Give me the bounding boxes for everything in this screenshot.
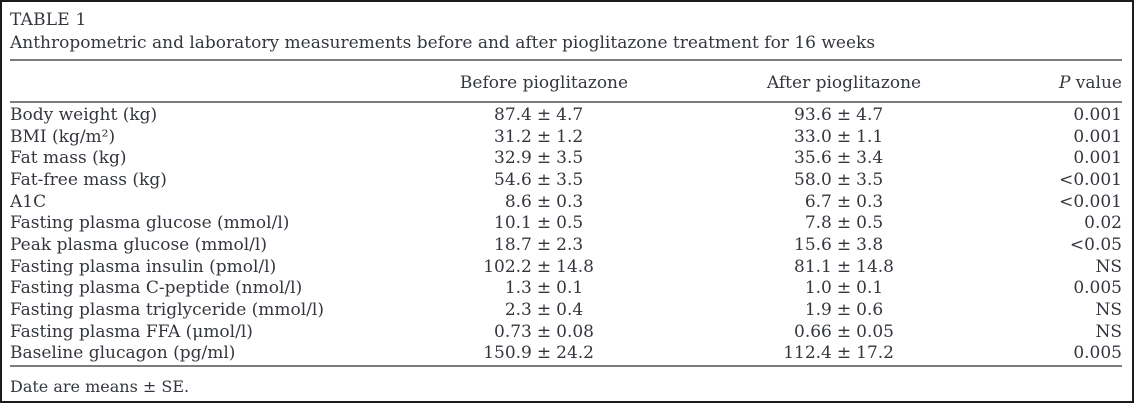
before-value: 0.73 ±0.08 [494,321,594,342]
column-header-parameter [10,61,394,103]
row-parameter: Fasting plasma triglyceride (mmol/l) [10,299,324,320]
before-value: 10.1 ±0.5 [494,213,584,234]
p-value-rest: value [1070,73,1122,93]
after-value: 1.0 ±0.1 [804,278,884,299]
after-value: 15.6 ±3.8 [794,234,884,255]
after-value: 0.66 ±0.05 [794,321,894,342]
p-value: <0.001 [1059,169,1122,190]
before-value: 54.6 ±3.5 [494,169,584,190]
after-value: 1.9 ±0.6 [804,299,884,320]
row-parameter: Fat mass (kg) [10,148,127,169]
before-value: 102.2 ±14.8 [483,256,594,277]
after-value: 93.6 ±4.7 [794,105,884,125]
p-value: <0.05 [1069,234,1122,255]
table-body: Body weight (kg) 87.4 ±4.7 93.6 ±4.7 0.001 BMI… [10,102,1122,366]
after-value: 35.6 ±3.4 [794,148,884,169]
table-header-row: Before pioglitazone After pioglitazone P… [10,61,1122,103]
table-header: Before pioglitazone After pioglitazone P… [10,61,1122,103]
row-parameter: Fat-free mass (kg) [10,169,167,190]
table-row: BMI (kg/m²) 31.2 ±1.2 33.0 ±1.1 0.001 [10,127,1122,149]
row-parameter: Baseline glucagon (pg/ml) [10,343,236,364]
before-value: 87.4 ±4.7 [494,105,584,125]
table-row: Fasting plasma glucose (mmol/l) 10.1 ±0.5 7… [10,213,1122,235]
p-value-italic-p: P [1058,73,1071,93]
row-parameter: Fasting plasma FFA (μmol/l) [10,321,253,342]
p-value: NS [1095,299,1122,320]
row-parameter: Fasting plasma glucose (mmol/l) [10,213,290,234]
p-value: NS [1095,256,1122,277]
before-value: 18.7 ±2.3 [494,234,584,255]
row-parameter: A1C [10,191,47,212]
after-value: 112.4 ±17.2 [783,343,894,364]
after-value: 58.0 ±3.5 [794,169,884,190]
p-value: 0.005 [1073,278,1122,299]
column-header-after: After pioglitazone [694,61,994,103]
p-value: 0.001 [1073,126,1122,147]
p-value: <0.001 [1059,191,1122,212]
column-header-before: Before pioglitazone [394,61,694,103]
before-value: 150.9 ±24.2 [483,343,594,364]
table-caption: Anthropometric and laboratory measuremen… [10,33,876,53]
row-parameter: Fasting plasma C-peptide (nmol/l) [10,278,303,299]
table-row: Fasting plasma C-peptide (nmol/l) 1.3 ±0.1… [10,278,1122,300]
before-value: 1.3 ±0.1 [504,278,584,299]
before-value: 8.6 ±0.3 [504,191,584,212]
before-value: 2.3 ±0.4 [504,299,584,320]
after-value: 7.8 ±0.5 [804,213,884,234]
table-row: Fat-free mass (kg) 54.6 ±3.5 58.0 ±3.5 <0.001 [10,170,1122,192]
before-value: 32.9 ±3.5 [494,148,584,169]
table-number-label: TABLE 1 [10,10,87,30]
table-title-block: TABLE 1 Anthropometric and laboratory me… [10,2,1122,61]
table-row: Peak plasma glucose (mmol/l) 18.7 ±2.3 15.6… [10,235,1122,257]
table-row: Body weight (kg) 87.4 ±4.7 93.6 ±4.7 0.001 [10,102,1122,127]
row-parameter: BMI (kg/m²) [10,126,116,147]
after-value: 81.1 ±14.8 [794,256,894,277]
before-value: 31.2 ±1.2 [494,126,584,147]
p-value: 0.005 [1073,343,1122,364]
table-footnote: Date are means ± SE. [10,376,190,396]
p-value: 0.001 [1073,148,1122,169]
table-row: Fasting plasma FFA (μmol/l) 0.73 ±0.08 0.66… [10,322,1122,344]
p-value: 0.001 [1073,105,1122,125]
p-value: NS [1095,321,1122,342]
after-value: 33.0 ±1.1 [794,126,884,147]
row-parameter: Fasting plasma insulin (pmol/l) [10,256,277,277]
after-value: 6.7 ±0.3 [804,191,884,212]
table-row: A1C 8.6 ±0.3 6.7 ±0.3 <0.001 [10,192,1122,214]
table-row: Fasting plasma insulin (pmol/l) 102.2 ±14.… [10,257,1122,279]
row-parameter: Peak plasma glucose (mmol/l) [10,234,267,255]
column-header-p-value: P value [994,61,1122,103]
measurements-table: Before pioglitazone After pioglitazone P… [10,61,1122,367]
p-value: 0.02 [1084,213,1122,234]
row-parameter: Body weight (kg) [10,105,158,125]
table-row: Fasting plasma triglyceride (mmol/l) 2.3 ±… [10,300,1122,322]
table-row: Baseline glucagon (pg/ml) 150.9 ±24.2 112.4… [10,343,1122,366]
table-row: Fat mass (kg) 32.9 ±3.5 35.6 ±3.4 0.001 [10,148,1122,170]
